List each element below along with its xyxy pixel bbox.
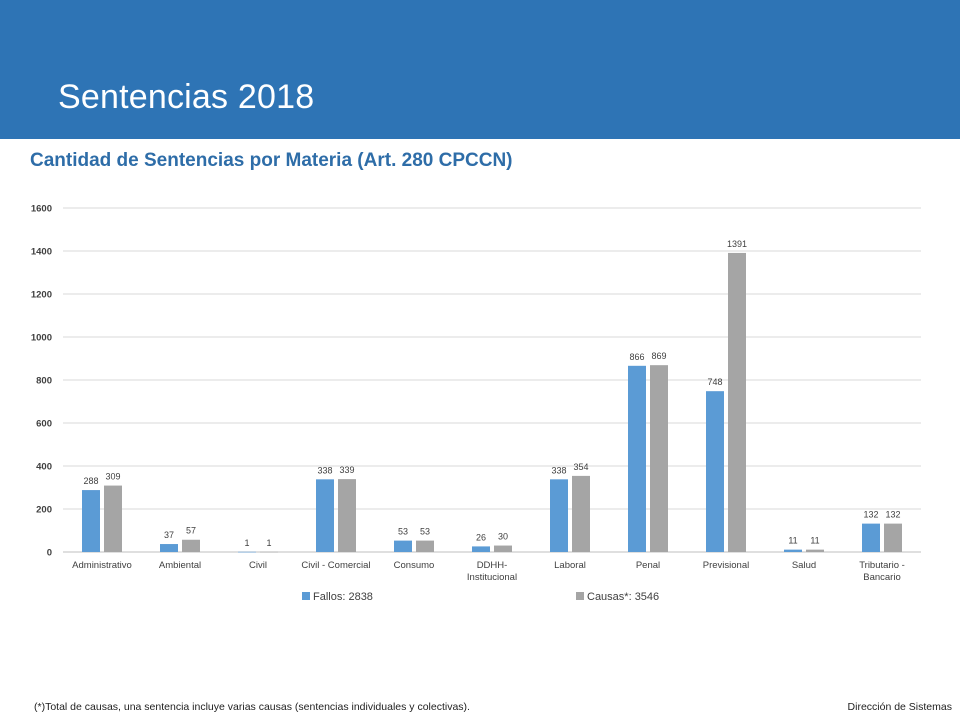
bar <box>806 549 824 552</box>
data-label: 354 <box>573 462 588 472</box>
bar <box>628 365 646 552</box>
data-label: 339 <box>339 465 354 475</box>
x-tick-label: Tributario - <box>859 560 905 571</box>
data-label: 869 <box>651 351 666 361</box>
bar <box>338 479 356 552</box>
bar <box>884 523 902 552</box>
x-tick-label: Laboral <box>554 560 586 571</box>
y-tick-label: 1200 <box>31 290 52 301</box>
y-tick-label: 1000 <box>31 333 52 344</box>
bar <box>706 391 724 552</box>
bar <box>550 479 568 552</box>
data-label: 53 <box>398 527 408 537</box>
chart-subtitle: Cantidad de Sentencias por Materia (Art.… <box>30 150 513 171</box>
data-label: 338 <box>551 465 566 475</box>
x-tick-label: Civil - Comercial <box>301 560 370 571</box>
y-tick-label: 0 <box>47 548 52 559</box>
x-tick-label: DDHH- <box>477 560 508 571</box>
bar <box>572 475 590 552</box>
data-label: 866 <box>629 352 644 362</box>
data-label: 132 <box>885 510 900 520</box>
data-label: 132 <box>863 510 878 520</box>
y-tick-label: 1600 <box>31 204 52 215</box>
legend-label: Causas*: 3546 <box>587 591 659 603</box>
footer-credit: Dirección de Sistemas <box>847 701 952 713</box>
data-label: 1 <box>266 538 271 548</box>
data-label: 309 <box>105 472 120 482</box>
title-banner: Sentencias 2018 <box>0 0 960 139</box>
data-label: 1 <box>244 538 249 548</box>
bar <box>82 490 100 552</box>
x-tick-label: Penal <box>636 560 660 571</box>
x-tick-label: Civil <box>249 560 267 571</box>
bar <box>728 252 746 552</box>
data-label: 26 <box>476 532 486 542</box>
y-tick-label: 800 <box>36 376 52 387</box>
legend-label: Fallos: 2838 <box>313 591 373 603</box>
y-tick-label: 200 <box>36 505 52 516</box>
data-label: 57 <box>186 526 196 536</box>
x-tick-label: Institucional <box>467 572 517 583</box>
bar-chart: 0 200 400 600 800 1000 1200 1400 1600 288 309 Admin… <box>31 204 921 603</box>
x-tick-label: Previsional <box>703 560 749 571</box>
x-tick-label: Salud <box>792 560 816 571</box>
y-tick-label: 1400 <box>31 247 52 258</box>
bar <box>784 549 802 552</box>
bar <box>316 479 334 552</box>
y-tick-label: 400 <box>36 462 52 473</box>
legend-swatch <box>302 592 310 600</box>
y-tick-label: 600 <box>36 419 52 430</box>
bar <box>416 540 434 552</box>
bar <box>494 545 512 552</box>
bar <box>472 546 490 552</box>
data-label: 748 <box>707 377 722 387</box>
legend-swatch <box>576 592 584 600</box>
data-label: 11 <box>810 536 819 546</box>
data-label: 288 <box>83 476 98 486</box>
bar <box>104 485 122 552</box>
data-label: 30 <box>498 532 508 542</box>
x-tick-label: Bancario <box>863 572 901 583</box>
x-tick-label: Ambiental <box>159 560 201 571</box>
data-label: 37 <box>164 530 174 540</box>
bar <box>394 540 412 552</box>
x-tick-label: Consumo <box>394 560 435 571</box>
bar <box>260 551 278 553</box>
bar <box>650 365 668 552</box>
bar <box>862 523 880 552</box>
bar <box>238 551 256 553</box>
data-label: 338 <box>317 465 332 475</box>
x-tick-label: Administrativo <box>72 560 132 571</box>
data-label: 53 <box>420 527 430 537</box>
bar <box>182 539 200 552</box>
data-label: 11 <box>788 536 797 546</box>
bar <box>160 544 178 552</box>
data-label: 1391 <box>727 239 747 249</box>
footnote: (*)Total de causas, una sentencia incluy… <box>34 701 470 713</box>
page-title: Sentencias 2018 <box>58 78 315 116</box>
